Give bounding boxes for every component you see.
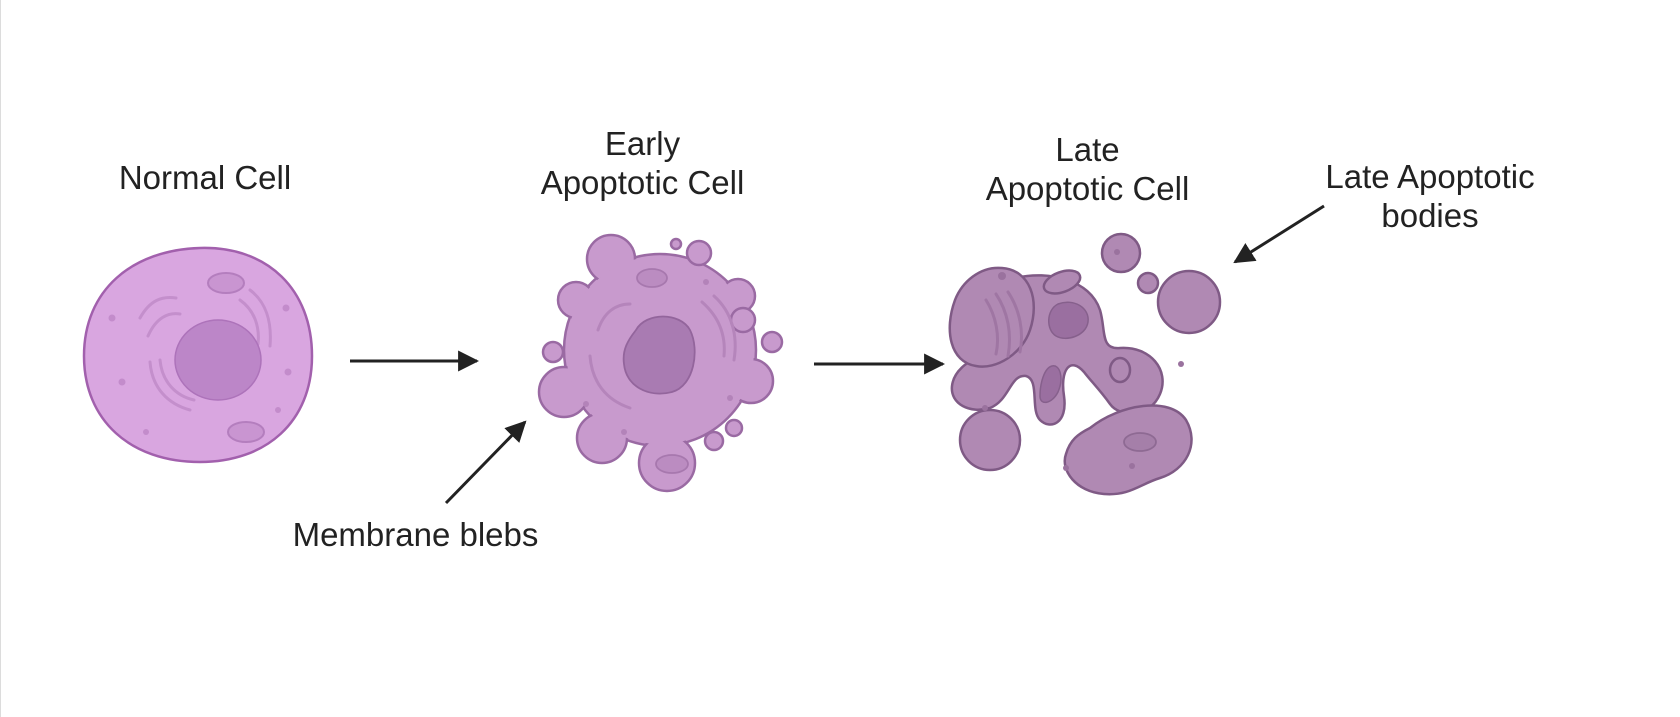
membrane-blebs-label: Membrane blebs xyxy=(283,515,548,554)
membrane-blebs-pointer xyxy=(444,420,527,505)
membrane-blebs-label-text: Membrane blebs xyxy=(292,516,539,553)
frame-border xyxy=(0,0,1,717)
late-cell-granules xyxy=(982,249,1184,471)
normal-cell xyxy=(82,246,314,464)
late-label-line1: Late xyxy=(1055,131,1120,168)
early-cell-er xyxy=(588,294,737,410)
late-cell-nucleus xyxy=(1048,301,1089,340)
bodies-label-line1: Late Apoptotic xyxy=(1325,158,1535,195)
late-apoptotic-cell xyxy=(948,232,1222,496)
normal-cell-label: Normal Cell xyxy=(110,158,300,197)
early-cell-nucleus xyxy=(622,315,696,395)
early-cell-granules xyxy=(583,279,733,435)
late-label-line2: Apoptotic Cell xyxy=(985,170,1190,207)
late-apoptotic-label: Late Apoptotic Cell xyxy=(975,130,1200,208)
apoptotic-bodies-pointer xyxy=(1233,204,1325,264)
late-cell-er xyxy=(984,290,1023,358)
early-cell-mitochondria xyxy=(636,268,689,474)
normal-cell-granules xyxy=(108,304,292,435)
early-label-line1: Early xyxy=(604,125,681,162)
late-cell-body xyxy=(948,232,1222,496)
early-apoptotic-cell xyxy=(537,233,784,493)
normal-cell-nucleus xyxy=(174,319,262,401)
late-apoptotic-bodies-label: Late Apoptotic bodies xyxy=(1310,157,1550,235)
early-apoptotic-label: Early Apoptotic Cell xyxy=(530,124,755,202)
bodies-label-line2: bodies xyxy=(1381,197,1479,234)
normal-cell-mitochondria xyxy=(207,272,265,443)
normal-cell-label-text: Normal Cell xyxy=(118,159,292,196)
late-cell-nucleus-fragment xyxy=(1039,365,1062,404)
membrane-blebs xyxy=(541,237,784,452)
normal-cell-er xyxy=(138,288,272,412)
early-label-line2: Apoptotic Cell xyxy=(540,164,745,201)
late-cell-mitochondria xyxy=(1123,432,1157,452)
